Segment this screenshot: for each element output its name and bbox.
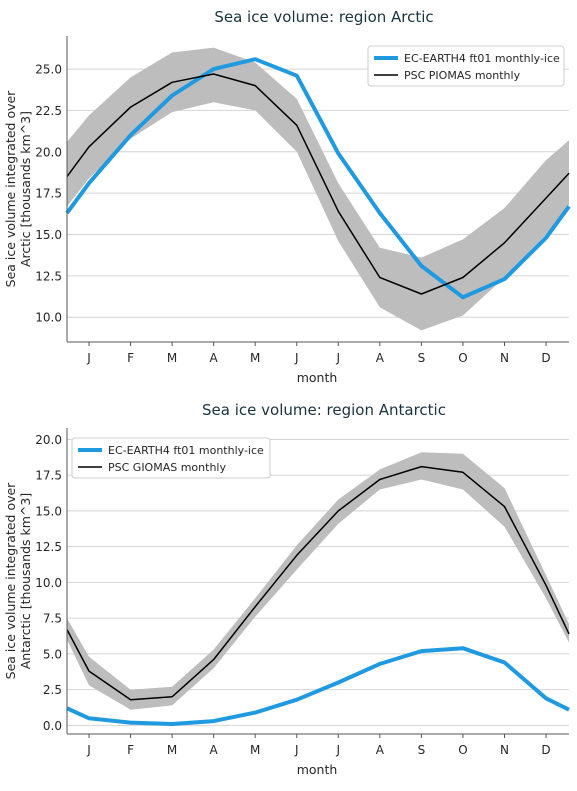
chart-panel-arctic: 10.0 12.5 15.0 17.5 20.0 22.5 25.0 J F M A M J J A S O N D… bbox=[3, 8, 569, 385]
x-tick-label: D bbox=[541, 351, 550, 365]
y-tick-label: 10.0 bbox=[35, 576, 62, 590]
legend: EC-EARTH4 ft01 monthly-ice PSC GIOMAS mon… bbox=[72, 438, 270, 478]
y-tick-label: 2.5 bbox=[43, 683, 62, 697]
y-tick-label: 7.5 bbox=[43, 612, 62, 626]
x-tick-label: J bbox=[294, 743, 299, 757]
y-tick-label: 22.5 bbox=[35, 104, 62, 118]
chart-panel-antarctic: 0.0 2.5 5.0 7.5 10.0 12.5 15.0 17.5 20.0 J F M A M J J A… bbox=[3, 401, 569, 777]
y-axis-label-line: Sea ice volume integrated over bbox=[3, 90, 18, 288]
x-tick-label: J bbox=[86, 351, 91, 365]
legend: EC-EARTH4 ft01 monthly-ice PSC PIOMAS mon… bbox=[368, 46, 564, 86]
x-axis-label: month bbox=[297, 762, 338, 777]
y-tick-label: 15.0 bbox=[35, 228, 62, 242]
y-tick-label: 12.5 bbox=[35, 269, 62, 283]
x-tick-label: A bbox=[376, 351, 385, 365]
x-tick-label: A bbox=[210, 351, 219, 365]
y-tick-label: 0.0 bbox=[43, 719, 62, 733]
x-tick-label: M bbox=[167, 743, 177, 757]
x-tick-label: S bbox=[418, 743, 426, 757]
y-tick-label: 15.0 bbox=[35, 504, 62, 518]
y-tick-label: 12.5 bbox=[35, 540, 62, 554]
x-tick-label: M bbox=[250, 351, 260, 365]
legend-label: EC-EARTH4 ft01 monthly-ice bbox=[404, 52, 560, 65]
uncertainty-band bbox=[67, 48, 569, 331]
x-tick-label: D bbox=[541, 743, 550, 757]
x-tick-label: N bbox=[500, 351, 509, 365]
x-tick-label: J bbox=[336, 351, 341, 365]
x-tick-label: O bbox=[458, 743, 467, 757]
x-tick-label: M bbox=[167, 351, 177, 365]
y-tick-label: 5.0 bbox=[43, 647, 62, 661]
y-axis-label: Sea ice volume integrated overAntarctic … bbox=[3, 482, 33, 680]
x-tick-label: F bbox=[127, 743, 134, 757]
chart-title: Sea ice volume: region Antarctic bbox=[202, 401, 446, 419]
y-axis-label-line: Antarctic [thousands km^3] bbox=[18, 493, 33, 670]
y-tick-label: 25.0 bbox=[35, 63, 62, 77]
y-axis-label-line: Arctic [thousands km^3] bbox=[18, 111, 33, 267]
legend-label: EC-EARTH4 ft01 monthly-ice bbox=[108, 444, 264, 457]
chart-title: Sea ice volume: region Arctic bbox=[214, 8, 433, 26]
x-tick-label: F bbox=[127, 351, 134, 365]
y-tick-label: 17.5 bbox=[35, 187, 62, 201]
legend-label: PSC PIOMAS monthly bbox=[404, 69, 521, 82]
x-tick-label: J bbox=[86, 743, 91, 757]
x-axis-label: month bbox=[297, 370, 338, 385]
x-tick-label: A bbox=[376, 743, 385, 757]
series-line-model bbox=[67, 648, 569, 724]
x-tick-label: M bbox=[250, 743, 260, 757]
uncertainty-band bbox=[67, 452, 569, 709]
y-axis-label: Sea ice volume integrated overArctic [th… bbox=[3, 90, 33, 288]
y-tick-label: 20.0 bbox=[35, 433, 62, 447]
x-tick-label: J bbox=[294, 351, 299, 365]
x-tick-label: J bbox=[336, 743, 341, 757]
y-tick-label: 17.5 bbox=[35, 469, 62, 483]
y-tick-label: 10.0 bbox=[35, 311, 62, 325]
x-tick-label: A bbox=[210, 743, 219, 757]
x-tick-label: O bbox=[458, 351, 467, 365]
x-tick-label: N bbox=[500, 743, 509, 757]
legend-label: PSC GIOMAS monthly bbox=[108, 461, 226, 474]
y-tick-label: 20.0 bbox=[35, 145, 62, 159]
x-tick-label: S bbox=[418, 351, 426, 365]
y-axis-label-line: Sea ice volume integrated over bbox=[3, 482, 18, 680]
